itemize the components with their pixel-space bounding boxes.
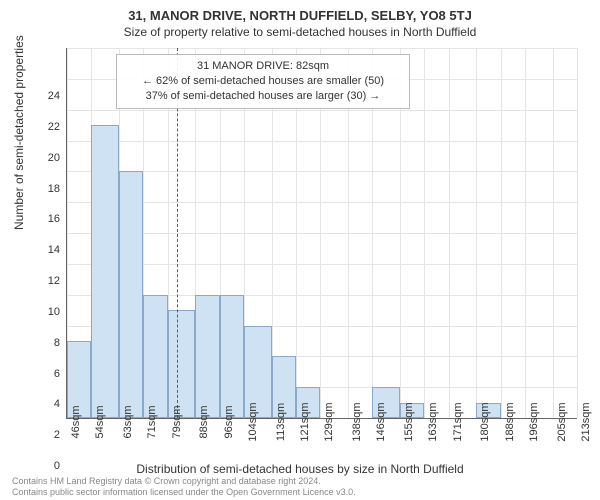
y-tick-label: 14 [20,244,60,256]
chart-area: 31 MANOR DRIVE: 82sqm← 62% of semi-detac… [66,48,576,418]
gridline-v [577,48,578,418]
gridline-v [476,48,477,418]
y-tick-label: 10 [20,306,60,318]
histogram-bar [119,171,143,418]
x-tick-label: 138sqm [351,402,363,441]
x-tick-label: 146sqm [375,402,387,441]
x-tick-label: 121sqm [299,402,311,441]
gridline-v [501,48,502,418]
annotation-box: 31 MANOR DRIVE: 82sqm← 62% of semi-detac… [116,54,410,109]
histogram-bar [195,295,219,418]
x-tick-label: 63sqm [122,405,134,438]
x-tick-label: 88sqm [198,405,210,438]
gridline-v [424,48,425,418]
y-tick-label: 18 [20,183,60,195]
x-tick-label: 113sqm [275,403,287,441]
y-tick-label: 20 [20,152,60,164]
y-tick-label: 2 [20,429,60,441]
chart-title-address: 31, MANOR DRIVE, NORTH DUFFIELD, SELBY, … [0,0,600,23]
annotation-line1: 31 MANOR DRIVE: 82sqm [123,59,403,74]
footer-line1: Contains HM Land Registry data © Crown c… [12,476,356,487]
y-tick-label: 16 [20,213,60,225]
x-tick-label: 171sqm [452,402,464,441]
x-tick-label: 104sqm [247,402,259,441]
annotation-line3: 37% of semi-detached houses are larger (… [123,89,403,104]
chart-subtitle: Size of property relative to semi-detach… [0,23,600,39]
x-tick-label: 196sqm [528,402,540,441]
x-tick-label: 79sqm [171,405,183,438]
x-tick-label: 155sqm [403,402,415,441]
plot-region: 31 MANOR DRIVE: 82sqm← 62% of semi-detac… [66,48,577,419]
histogram-bar [220,295,244,418]
y-tick-label: 8 [20,337,60,349]
y-tick-label: 22 [20,121,60,133]
gridline-v [553,48,554,418]
x-tick-label: 96sqm [223,405,235,438]
x-tick-label: 213sqm [580,402,592,441]
x-tick-label: 163sqm [427,402,439,441]
histogram-bar [91,125,118,418]
footer-line2: Contains public sector information licen… [12,487,356,498]
gridline-v [449,48,450,418]
gridline-v [525,48,526,418]
x-tick-label: 129sqm [323,402,335,441]
y-tick-label: 4 [20,398,60,410]
histogram-bar [143,295,167,418]
y-tick-label: 6 [20,368,60,380]
x-tick-label: 205sqm [556,402,568,441]
y-tick-label: 12 [20,275,60,287]
x-tick-label: 54sqm [94,405,106,438]
footer-attribution: Contains HM Land Registry data © Crown c… [12,476,356,498]
x-tick-label: 46sqm [70,405,82,438]
y-tick-label: 24 [20,90,60,102]
x-axis-label: Distribution of semi-detached houses by … [0,462,600,476]
x-tick-label: 188sqm [504,402,516,441]
annotation-line2: ← 62% of semi-detached houses are smalle… [123,74,403,89]
x-tick-label: 71sqm [146,405,158,438]
x-tick-label: 180sqm [479,402,491,441]
histogram-bar [168,310,195,418]
